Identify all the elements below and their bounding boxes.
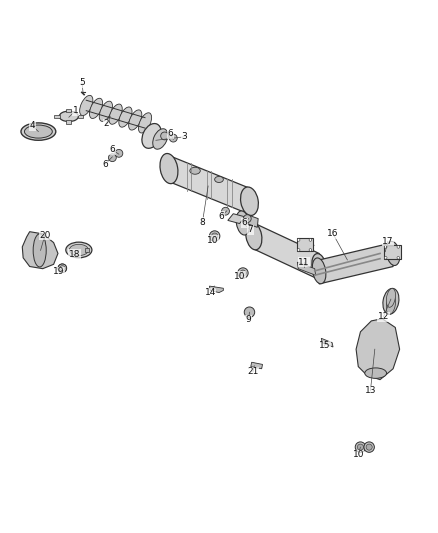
Bar	[78, 115, 83, 118]
Polygon shape	[251, 362, 262, 369]
Ellipse shape	[89, 98, 102, 118]
Polygon shape	[228, 214, 245, 223]
Ellipse shape	[99, 101, 113, 122]
Ellipse shape	[386, 295, 396, 314]
Circle shape	[212, 233, 218, 239]
Circle shape	[244, 307, 254, 318]
Ellipse shape	[240, 187, 258, 215]
Ellipse shape	[33, 234, 46, 267]
Ellipse shape	[109, 104, 122, 124]
Text: 17: 17	[382, 237, 394, 246]
Polygon shape	[356, 319, 399, 379]
Text: 6: 6	[167, 130, 173, 138]
Ellipse shape	[138, 113, 152, 133]
Circle shape	[109, 154, 116, 161]
Ellipse shape	[69, 244, 88, 256]
Circle shape	[244, 215, 251, 223]
Circle shape	[297, 239, 300, 241]
Bar	[66, 109, 71, 112]
Ellipse shape	[80, 95, 93, 116]
Text: 4: 4	[30, 122, 35, 131]
Text: 20: 20	[39, 231, 51, 240]
Text: 7: 7	[247, 225, 253, 235]
Text: 18: 18	[69, 250, 80, 259]
Text: 6: 6	[110, 146, 115, 155]
Text: 11: 11	[298, 257, 310, 266]
Polygon shape	[298, 243, 314, 252]
Bar	[85, 248, 89, 252]
Text: 6: 6	[102, 160, 108, 169]
Ellipse shape	[119, 107, 132, 127]
Polygon shape	[321, 338, 333, 347]
Bar	[54, 115, 60, 118]
Text: 5: 5	[79, 78, 85, 87]
Text: 6: 6	[218, 212, 224, 221]
Circle shape	[357, 444, 364, 450]
Polygon shape	[319, 243, 393, 284]
Polygon shape	[169, 156, 250, 214]
Ellipse shape	[66, 242, 92, 258]
Circle shape	[385, 246, 387, 248]
Polygon shape	[22, 232, 58, 269]
Ellipse shape	[21, 123, 56, 140]
Ellipse shape	[386, 288, 396, 308]
Text: 15: 15	[318, 341, 330, 350]
Circle shape	[397, 246, 399, 248]
Text: 10: 10	[234, 272, 246, 280]
Ellipse shape	[59, 111, 78, 122]
Ellipse shape	[129, 110, 142, 130]
Text: 9: 9	[246, 315, 251, 324]
Text: 1: 1	[73, 106, 78, 115]
Ellipse shape	[312, 254, 326, 279]
Ellipse shape	[190, 167, 200, 174]
Polygon shape	[254, 223, 319, 279]
Polygon shape	[248, 215, 258, 228]
Text: 14: 14	[205, 288, 216, 297]
Bar	[66, 120, 71, 124]
Text: 8: 8	[200, 217, 205, 227]
Text: 3: 3	[181, 132, 187, 141]
Ellipse shape	[246, 222, 262, 250]
Circle shape	[222, 207, 230, 215]
Text: 10: 10	[207, 236, 218, 245]
Circle shape	[309, 239, 312, 241]
Circle shape	[397, 256, 399, 259]
Ellipse shape	[236, 211, 250, 235]
Ellipse shape	[142, 124, 161, 148]
Text: 19: 19	[53, 267, 64, 276]
Circle shape	[238, 268, 248, 278]
Circle shape	[364, 442, 374, 453]
Ellipse shape	[160, 154, 178, 184]
Text: 12: 12	[378, 312, 389, 321]
Text: 21: 21	[247, 367, 258, 376]
Circle shape	[115, 149, 123, 157]
Text: 13: 13	[365, 386, 376, 395]
Ellipse shape	[153, 129, 168, 149]
Bar	[297, 238, 313, 251]
Ellipse shape	[312, 258, 326, 284]
Circle shape	[385, 256, 387, 259]
Ellipse shape	[215, 176, 223, 182]
Circle shape	[170, 134, 177, 142]
Circle shape	[240, 270, 246, 276]
Polygon shape	[209, 286, 223, 293]
Ellipse shape	[365, 368, 387, 378]
Polygon shape	[297, 262, 316, 275]
Circle shape	[161, 132, 169, 140]
Ellipse shape	[25, 125, 52, 138]
Circle shape	[58, 264, 67, 272]
Ellipse shape	[386, 241, 400, 265]
Circle shape	[366, 444, 372, 450]
Text: 2: 2	[103, 119, 109, 128]
Circle shape	[297, 249, 300, 251]
Text: 6: 6	[241, 219, 247, 228]
Text: 10: 10	[353, 450, 364, 459]
Ellipse shape	[383, 288, 399, 314]
Text: 16: 16	[327, 229, 339, 238]
Circle shape	[209, 231, 220, 241]
Circle shape	[309, 249, 312, 251]
Bar	[385, 245, 401, 259]
Circle shape	[355, 442, 366, 453]
